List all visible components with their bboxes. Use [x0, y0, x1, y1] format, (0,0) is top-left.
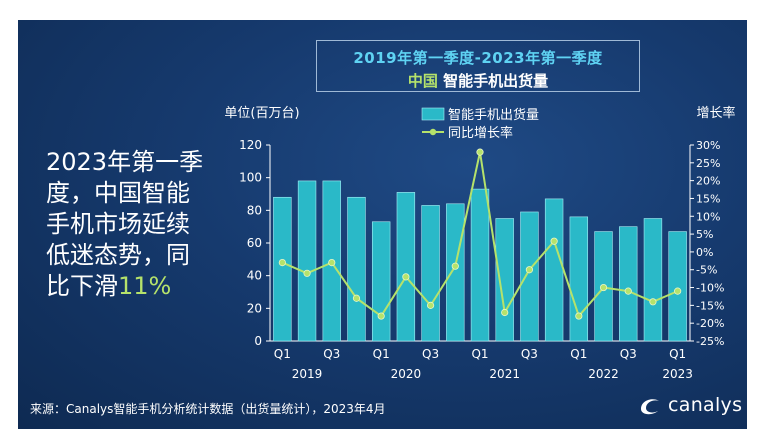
x-quarter-label: Q3	[422, 347, 439, 361]
growth-point-2020-Q3	[426, 301, 435, 309]
y-tick-label: 80	[247, 203, 262, 217]
x-year-label: 2021	[489, 367, 520, 381]
legend-bar-swatch	[421, 107, 445, 121]
canalys-logo: canalys	[638, 394, 742, 416]
bar-2023-Q1	[668, 231, 687, 342]
y2-tick-label: -25%	[696, 335, 724, 348]
growth-point-2020-Q2	[402, 273, 410, 281]
y2-tick-label: 20%	[696, 175, 720, 188]
subtitle-country: 中国	[407, 72, 438, 90]
x-year-label: 2022	[588, 367, 619, 381]
chart-title: 2019年第一季度-2023年第一季度	[353, 49, 603, 67]
chart-title-box: 2019年第一季度-2023年第一季度 中国 智能手机出货量	[316, 40, 640, 92]
y2-tick-label: -15%	[696, 299, 724, 312]
headline-main: 2023年第一季度，中国智能手机市场延续低迷态势，同比下滑	[46, 148, 204, 300]
y-tick-label: 120	[239, 138, 262, 152]
growth-point-2021-Q3	[525, 266, 534, 274]
chart-subtitle: 中国 智能手机出货量	[317, 70, 639, 91]
y-tick-label: 20	[247, 301, 262, 315]
growth-point-2019-Q1	[278, 259, 286, 267]
growth-point-2022-Q4	[649, 298, 657, 306]
logo-text: canalys	[668, 394, 743, 416]
growth-point-2022-Q2	[599, 283, 608, 292]
legend-line-label: 同比增长率	[448, 125, 513, 141]
x-quarter-label: Q3	[323, 347, 340, 361]
growth-point-2020-Q1	[377, 312, 385, 320]
y2-tick-label: 25%	[696, 157, 720, 170]
growth-point-2019-Q3	[328, 259, 336, 267]
growth-point-2022-Q3	[624, 287, 632, 295]
source-note: 来源：Canalys智能手机分析统计数据（出货量统计），2023年4月	[30, 402, 386, 416]
y2-tick-label: 0%	[696, 246, 713, 259]
y2-tick-label: 30%	[696, 139, 720, 152]
bar-2022-Q1	[569, 216, 589, 342]
x-year-label: 2019	[292, 367, 323, 381]
bar-2019-Q2	[297, 180, 317, 342]
legend-line-marker	[429, 128, 437, 136]
canalys-swoosh-icon	[641, 399, 659, 415]
bar-2020-Q4	[446, 203, 465, 342]
bar-2020-Q1	[371, 221, 391, 342]
headline-text: 2023年第一季度，中国智能手机市场延续低迷态势，同比下滑11%	[46, 147, 206, 302]
growth-point-2022-Q1	[575, 312, 583, 320]
x-quarter-label: Q3	[620, 347, 637, 361]
x-quarter-label: Q1	[274, 347, 291, 361]
legend-bar-label: 智能手机出货量	[448, 107, 539, 123]
y2-tick-label: 10%	[696, 210, 720, 223]
x-quarter-label: Q1	[669, 347, 686, 361]
x-quarter-label: Q1	[373, 347, 390, 361]
x-year-label: 2023	[662, 367, 693, 381]
growth-point-2021-Q1	[476, 148, 484, 156]
growth-point-2020-Q4	[451, 262, 459, 270]
bar-2020-Q3	[421, 205, 440, 342]
x-quarter-label: Q1	[570, 347, 587, 361]
combo-chart: 0 20 40 60 80 100 120 30% 25% 20% 15% 10% 5% 0% -5% -10…	[224, 105, 735, 381]
bar-2022-Q3	[619, 226, 638, 342]
bar-2022-Q4	[643, 218, 663, 342]
bar-2021-Q2	[495, 218, 514, 342]
chart-panel: 2019年第一季度-2023年第一季度 中国 智能手机出货量 2023年第一季度…	[18, 20, 747, 429]
bar-2021-Q4	[544, 198, 564, 342]
bar-2021-Q1	[470, 188, 490, 342]
growth-point-2023-Q1	[674, 287, 682, 295]
x-year-label: 2020	[391, 367, 422, 381]
growth-point-2021-Q2	[501, 308, 509, 317]
subtitle-rest: 智能手机出货量	[437, 72, 549, 90]
y-tick-label: 60	[247, 236, 262, 250]
y2-axis-title: 增长率	[696, 105, 735, 121]
headline-highlight: 11%	[118, 272, 172, 300]
x-quarter-label: Q3	[521, 347, 538, 361]
y2-tick-label: 15%	[696, 192, 720, 205]
y-tick-label: 100	[239, 171, 262, 185]
x-quarter-label: Q1	[471, 347, 488, 361]
y-tick-label: 40	[247, 269, 262, 283]
y-axis-title: 单位(百万台)	[224, 106, 299, 121]
growth-point-2019-Q4	[352, 294, 361, 302]
bar-2020-Q2	[396, 192, 416, 342]
y-tick-label: 0	[254, 334, 262, 348]
y2-tick-label: 5%	[696, 228, 713, 241]
growth-point-2021-Q4	[550, 237, 558, 245]
bar-2019-Q1	[273, 196, 292, 342]
bar-2021-Q3	[520, 211, 539, 342]
bar-2019-Q4	[347, 196, 366, 342]
y2-tick-label: -5%	[696, 264, 717, 277]
y2-tick-label: -20%	[696, 317, 724, 330]
y2-tick-label: -10%	[696, 282, 724, 295]
growth-point-2019-Q2	[303, 269, 311, 277]
